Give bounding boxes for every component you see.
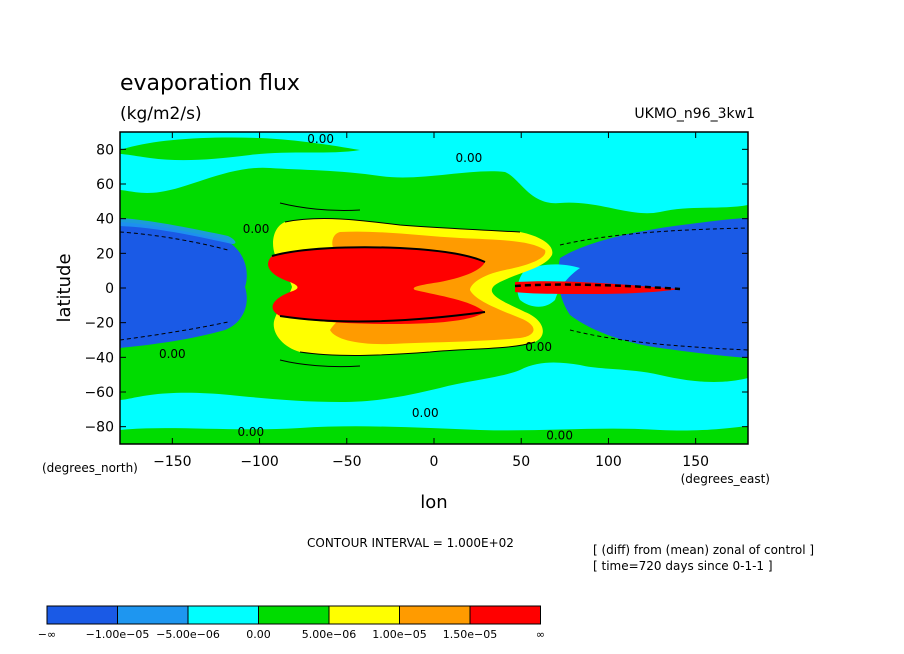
y-axis-ticks: −80 −60 −40 −20 0 20 40 60 80 [84, 142, 748, 436]
y-axis-label: latitude [54, 253, 75, 322]
x-tick-label: −50 [332, 454, 362, 470]
chart-units: (kg/m2/s) [120, 104, 202, 124]
x-unit-note: (degrees_east) [681, 472, 770, 486]
contour-label: 0.00 [546, 428, 573, 442]
contour-label: 0.00 [243, 222, 270, 236]
y-tick-label: 20 [96, 246, 114, 262]
x-tick-label: 50 [512, 454, 530, 470]
chart-title: evaporation flux [120, 71, 300, 96]
legend-swatch [258, 605, 330, 625]
y-tick-label: 40 [96, 212, 114, 228]
contour-labels: 0.00 0.00 0.00 0.00 0.00 0.00 0.00 0.00 [159, 132, 573, 442]
x-axis-label: lon [420, 492, 447, 513]
legend-label: −1.00e−05 [86, 628, 150, 641]
contour-label: 0.00 [412, 406, 439, 420]
legend-swatch [117, 605, 189, 625]
x-tick-label: 100 [595, 454, 622, 470]
note-time: [ time=720 days since 0-1-1 ] [593, 559, 773, 573]
region-midblue-west [120, 218, 236, 244]
x-tick-label: 0 [430, 454, 439, 470]
contour-label: 0.00 [525, 340, 552, 354]
contour-lines [120, 202, 748, 368]
y-tick-label: 80 [96, 142, 114, 158]
x-tick-label: 150 [682, 454, 709, 470]
region-green-antarctic [120, 426, 748, 444]
note-diff: [ (diff) from (mean) zonal of control ] [593, 543, 814, 557]
legend-label: 1.00e−05 [372, 628, 426, 641]
y-tick-label: −60 [84, 385, 114, 401]
x-tick-label: −100 [240, 454, 278, 470]
legend-swatch [46, 605, 118, 625]
y-tick-label: 0 [105, 281, 114, 297]
region-cyan-south [120, 362, 748, 444]
legend-label: 1.50e−05 [443, 628, 497, 641]
color-legend: −∞ −1.00e−05 −5.00e−06 0.00 5.00e−06 1.00e−05… [38, 605, 545, 641]
legend-label: −∞ [38, 628, 56, 641]
legend-label: 0.00 [246, 628, 271, 641]
legend-swatch [328, 605, 400, 625]
legend-swatch [187, 605, 259, 625]
y-unit-note: (degrees_north) [42, 461, 138, 475]
x-axis-ticks: −150 −100 −50 0 50 100 150 [153, 132, 709, 470]
legend-label: −5.00e−06 [156, 628, 220, 641]
legend-swatch [469, 605, 541, 625]
legend-label: ∞ [536, 628, 545, 641]
legend-swatch [399, 605, 471, 625]
contour-field [120, 132, 748, 444]
contour-label: 0.00 [307, 132, 334, 146]
contour-label: 0.00 [159, 347, 186, 361]
contour-interval: CONTOUR INTERVAL = 1.000E+02 [307, 536, 514, 550]
x-tick-label: −150 [153, 454, 191, 470]
region-green-arctic [120, 137, 360, 161]
y-tick-label: −20 [84, 316, 114, 332]
y-tick-label: −80 [84, 420, 114, 436]
region-blue-west [120, 222, 247, 348]
region-red-center [268, 247, 485, 324]
contour-label: 0.00 [456, 151, 483, 165]
model-name: UKMO_n96_3kw1 [634, 106, 755, 122]
legend-label: 5.00e−06 [302, 628, 356, 641]
y-tick-label: −40 [84, 350, 114, 366]
contour-label: 0.00 [237, 425, 264, 439]
y-tick-label: 60 [96, 177, 114, 193]
